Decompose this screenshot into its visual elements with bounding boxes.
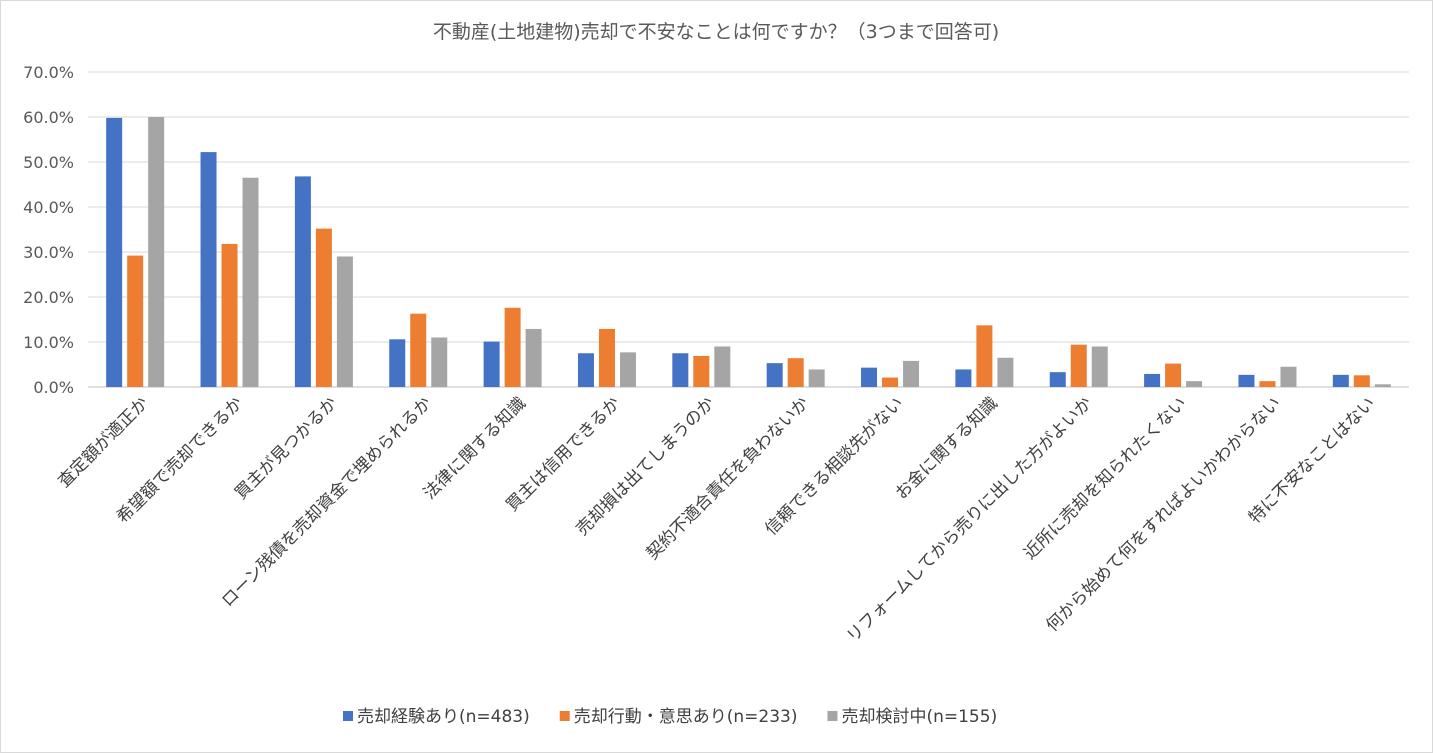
y-tick-label: 40.0%: [23, 198, 74, 217]
bar: [955, 369, 972, 387]
legend: 売却経験あり(n=483) 売却行動・意思あり(n=233) 売却検討中(n=155…: [343, 707, 997, 727]
bar: [336, 256, 353, 387]
chart-title: 不動産(土地建物)売却で不安なことは何ですか？（3つまで回答可): [433, 21, 999, 43]
legend-label: 売却検討中(n=155): [841, 707, 997, 727]
bar: [1049, 372, 1066, 387]
bar: [766, 363, 783, 387]
bar: [1091, 346, 1108, 387]
legend-swatch: [827, 711, 838, 721]
bar: [1374, 384, 1391, 387]
category-label: 法律に関する知識: [420, 393, 530, 503]
y-tick-label: 0.0%: [33, 378, 74, 397]
bar: [1165, 363, 1182, 387]
y-tick-label: 30.0%: [23, 243, 74, 262]
bar: [431, 337, 448, 387]
category-label: ローン残債を売却資金で埋められるか: [218, 393, 436, 611]
legend-swatch: [559, 711, 570, 721]
bar: [619, 352, 636, 387]
y-tick-label: 50.0%: [23, 153, 74, 172]
bar: [525, 328, 542, 387]
bar: [861, 367, 878, 387]
bar: [315, 228, 332, 387]
x-axis-categories: 査定額が適正か希望額で売却できるか買主が見つかるかローン残債を売却資金で埋められ…: [54, 393, 1379, 646]
bar: [808, 369, 825, 387]
bar: [693, 355, 710, 387]
bar: [1144, 373, 1161, 387]
bar: [1353, 375, 1370, 387]
bar: [997, 357, 1014, 387]
legend-label: 売却経験あり(n=483): [357, 707, 530, 727]
bar: [598, 328, 615, 387]
bar: [504, 307, 521, 387]
bar: [903, 360, 920, 387]
bar: [1238, 374, 1255, 387]
category-label: 査定額が適正か: [54, 393, 152, 491]
bar: [787, 358, 804, 387]
bar: [410, 313, 427, 387]
bar: [672, 353, 689, 387]
bar: [242, 177, 259, 387]
bars: [106, 117, 1391, 388]
bar: [483, 341, 500, 387]
bar: [221, 243, 238, 387]
y-tick-label: 70.0%: [23, 63, 74, 82]
bar: [1259, 381, 1276, 387]
bar: [976, 325, 993, 387]
bar: [389, 339, 406, 387]
legend-label: 売却行動・意思あり(n=233): [574, 707, 798, 727]
bar: [106, 117, 123, 388]
category-label: お金に関する知識: [892, 393, 1002, 503]
y-tick-label: 10.0%: [23, 333, 74, 352]
bar: [148, 117, 165, 387]
legend-swatch: [343, 711, 353, 721]
y-tick-label: 60.0%: [23, 108, 74, 127]
bar: [1280, 366, 1297, 387]
y-tick-label: 20.0%: [23, 288, 74, 307]
bar: [1186, 381, 1203, 387]
bar: [200, 152, 217, 387]
category-label: 近所に売却を知られたくない: [1020, 393, 1190, 563]
y-axis-ticks: 0.0% 10.0% 20.0% 30.0% 40.0% 50.0% 60.0% 70.0%: [23, 63, 74, 397]
bar: [294, 176, 311, 387]
bar: [127, 255, 144, 387]
bar: [577, 353, 594, 387]
bar: [1332, 374, 1349, 387]
bar: [714, 346, 731, 387]
category-label: 契約不適合責任を負わないか: [643, 393, 813, 563]
gridlines: [88, 71, 1409, 388]
bar: [1070, 344, 1087, 387]
bar: [882, 377, 899, 387]
category-label: 買主が見つかるか: [231, 393, 341, 503]
